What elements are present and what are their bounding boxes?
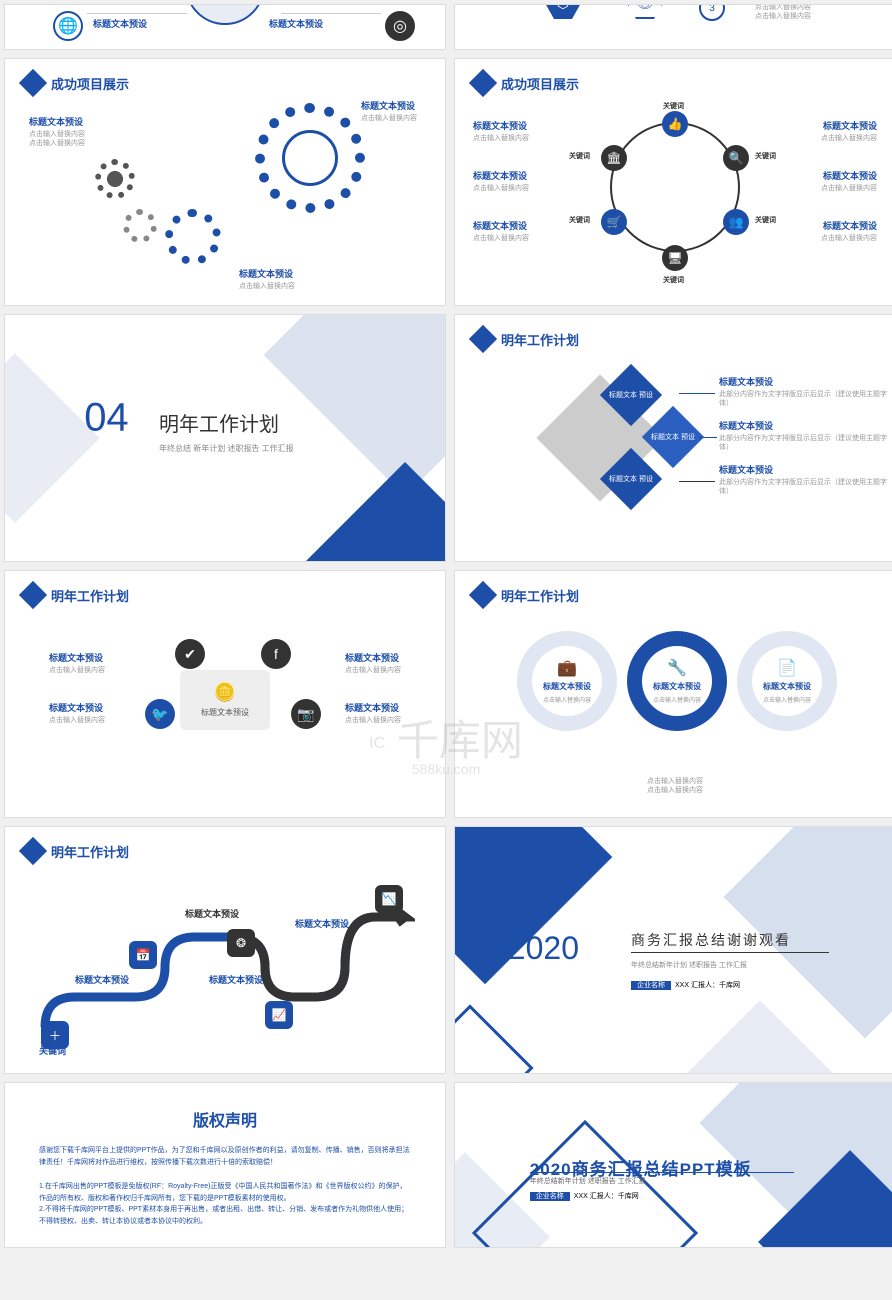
gear-small-icon <box>95 159 135 199</box>
eye-icon: 👁 <box>627 4 663 19</box>
slide-section-04: 04 明年工作计划 年终总结 新年计划 述职报告 工作汇报 <box>4 314 446 562</box>
gear-large-icon <box>255 103 365 213</box>
title: 商务汇报总结谢谢观看 <box>631 930 791 950</box>
slide-three-circles: 明年工作计划 💼标题文本预设点击输入替换内容 🔧标题文本预设点击输入替换内容 📄… <box>454 570 892 818</box>
gear-small-icon <box>123 209 157 243</box>
subtitle: 年终总结新年计划 述职报告 工作汇报 <box>631 960 747 970</box>
diamond-icon <box>19 69 47 97</box>
coins-icon: 🪙 <box>214 682 236 703</box>
instagram-icon: 📷 <box>291 699 321 729</box>
search-icon: 🔍 <box>723 145 749 171</box>
cover-sub: 年终总结新年计划 述职报告 工作汇报 <box>530 1176 646 1186</box>
center-box: 🪙 标题文本预设 <box>180 670 270 730</box>
slide-cover: 2020商务汇报总结PPT模板 年终总结新年计划 述职报告 工作汇报 企业名称X… <box>454 1082 892 1248</box>
slide-timeline: 明年工作计划 ＋ 📅 ❂ 📈 📉 关键词 标题文本预设 标题文本预设 标题文本预… <box>4 826 446 1074</box>
photo-circle <box>185 4 265 25</box>
slide-copyright: 版权声明 感谢您下载千库网平台上提供的PPT作品，为了您和千库网以及原创作者的利… <box>4 1082 446 1248</box>
display-icon: 🖥 <box>662 245 688 271</box>
cart-icon: 🛒 <box>601 209 627 235</box>
circle-3: 📄标题文本预设点击输入替换内容 <box>737 631 837 731</box>
globe-icon: 🌐 <box>53 11 83 41</box>
slide-circle-diagram: 成功项目展示 👍 🔍 👥 🖥 🛒 🏛 关键词 关键词 关键词 关键词 关键词 关… <box>454 58 892 306</box>
check-icon: ✔ <box>175 639 205 669</box>
facebook-icon: f <box>261 639 291 669</box>
section-title: 明年工作计划 <box>159 408 279 437</box>
copyright-title: 版权声明 <box>5 1107 445 1131</box>
circle-2: 🔧标题文本预设点击输入替换内容 <box>627 631 727 731</box>
num-badge: 3 <box>699 4 725 21</box>
sub: 点击输入替换内容 <box>755 4 811 12</box>
section-sub: 年终总结 新年计划 述职报告 工作汇报 <box>159 443 294 454</box>
chart-icon: 📈 <box>265 1001 293 1029</box>
label: 标题文本预设 <box>93 17 147 30</box>
slide-social: 明年工作计划 🪙 标题文本预设 ✔ f 🐦 📷 标题文本预设点击输入替换内容 标… <box>4 570 446 818</box>
document-icon: 📄 <box>777 658 797 678</box>
label: 标题文本预设 <box>269 17 323 30</box>
circle-1: 💼标题文本预设点击输入替换内容 <box>517 631 617 731</box>
briefcase-icon: 💼 <box>557 658 577 678</box>
slide-diamonds: 明年工作计划 标题文本 预设 标题文本 预设 标题文本 预设 标题文本预设此部分… <box>454 314 892 562</box>
gear-mid-icon <box>165 209 221 265</box>
target-icon: ◎ <box>385 11 415 41</box>
bank-icon: 🏛 <box>601 145 627 171</box>
calendar-icon: 📅 <box>129 941 157 969</box>
year: 2020 <box>508 930 579 967</box>
cover-footer: 企业名称XXX 汇报人：千库网 <box>530 1191 639 1201</box>
section-number: 04 <box>84 396 129 441</box>
slide-partial-2: ⬡ 👁 3 点击输入替换内容点击输入替换内容 <box>454 4 892 50</box>
slide-title: 成功项目展示 <box>51 74 129 93</box>
timeline-path <box>35 877 415 1047</box>
slide-thankyou: 2020 商务汇报总结谢谢观看 年终总结新年计划 述职报告 工作汇报 企业名称X… <box>454 826 892 1074</box>
copyright-body: 感谢您下载千库网平台上提供的PPT作品，为了您和千库网以及原创作者的利益，请勿复… <box>5 1131 445 1242</box>
copyright-footer: 更多精品PPT模板：http://588ku.com/ppt/ <box>5 1242 445 1248</box>
thumbsup-icon: 👍 <box>662 111 688 137</box>
people-icon: 👥 <box>723 209 749 235</box>
tools-icon: 🔧 <box>667 658 687 678</box>
twitter-icon: 🐦 <box>145 699 175 729</box>
hex-icon: ⬡ <box>545 4 581 19</box>
growth-icon: 📉 <box>375 885 403 913</box>
footer: 企业名称XXX 汇报人：千库网 <box>631 980 740 990</box>
lifebuoy-icon: ❂ <box>227 929 255 957</box>
slide-partial-1: 🌐 标题文本预设 标题文本预设 ◎ <box>4 4 446 50</box>
slide-gears: 成功项目展示 标题文本预设点击输入替换内容点击输入替换内容 标题文本预设点击输入… <box>4 58 446 306</box>
label-diamond: 标题文本 预设 <box>642 406 704 468</box>
ring <box>610 122 740 252</box>
